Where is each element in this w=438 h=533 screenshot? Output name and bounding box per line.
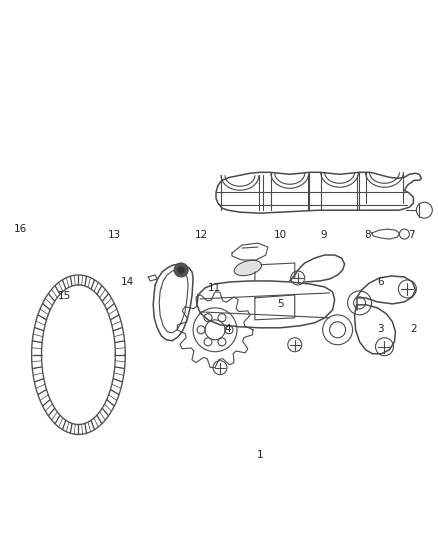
Text: 16: 16 [14, 224, 27, 235]
Text: 4: 4 [224, 324, 231, 334]
Text: 2: 2 [410, 324, 417, 334]
Text: 11: 11 [208, 282, 221, 293]
Text: 7: 7 [408, 230, 414, 240]
Text: 8: 8 [364, 230, 371, 240]
Text: 13: 13 [108, 230, 121, 240]
Text: 15: 15 [57, 290, 71, 301]
Circle shape [174, 263, 188, 277]
Text: 10: 10 [274, 230, 287, 240]
Text: 6: 6 [377, 278, 384, 287]
Text: 1: 1 [257, 450, 264, 460]
Text: 3: 3 [377, 324, 384, 334]
Text: 12: 12 [195, 230, 208, 240]
Circle shape [177, 266, 185, 274]
Ellipse shape [235, 261, 261, 274]
Text: 14: 14 [121, 278, 134, 287]
Text: 9: 9 [321, 230, 327, 240]
Text: 5: 5 [277, 298, 283, 309]
